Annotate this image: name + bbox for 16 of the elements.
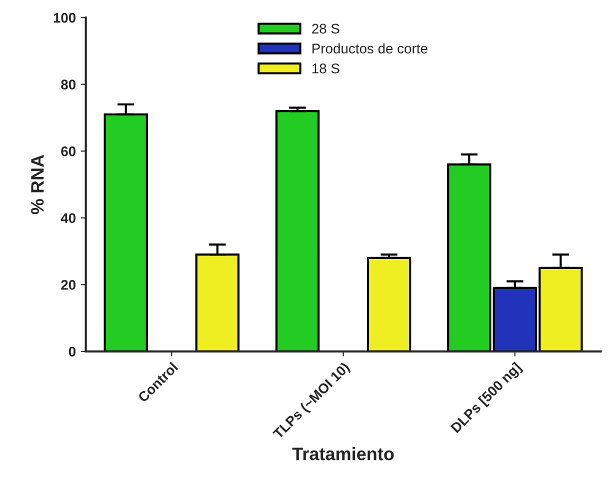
y-axis-title: % RNA	[31, 154, 44, 214]
x-axis-title: Tratamiento	[292, 447, 394, 460]
y-tick-label: 40	[60, 213, 76, 224]
y-tick-label: 80	[61, 80, 76, 90]
bar	[447, 163, 492, 352]
bar	[275, 110, 320, 352]
bar	[195, 254, 240, 352]
legend-label: 28 S	[312, 24, 340, 34]
bar	[104, 113, 148, 352]
y-tick-label: 20	[61, 280, 76, 290]
bar	[366, 256, 412, 352]
y-tick-label: 100	[54, 12, 76, 23]
y-tick-label: 0	[68, 346, 76, 357]
y-tick-label: 60	[61, 146, 76, 156]
legend-label: Productos de corte	[312, 43, 428, 54]
legend-label: 18 S	[312, 64, 340, 74]
